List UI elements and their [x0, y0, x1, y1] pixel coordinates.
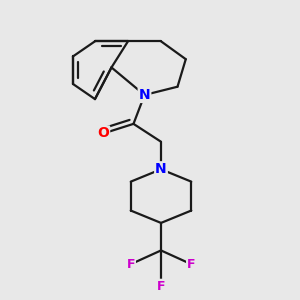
Text: N: N — [155, 162, 167, 176]
Text: O: O — [97, 127, 109, 140]
Text: F: F — [157, 280, 165, 293]
Text: F: F — [187, 258, 196, 271]
Text: N: N — [139, 88, 150, 102]
Text: F: F — [127, 258, 135, 271]
